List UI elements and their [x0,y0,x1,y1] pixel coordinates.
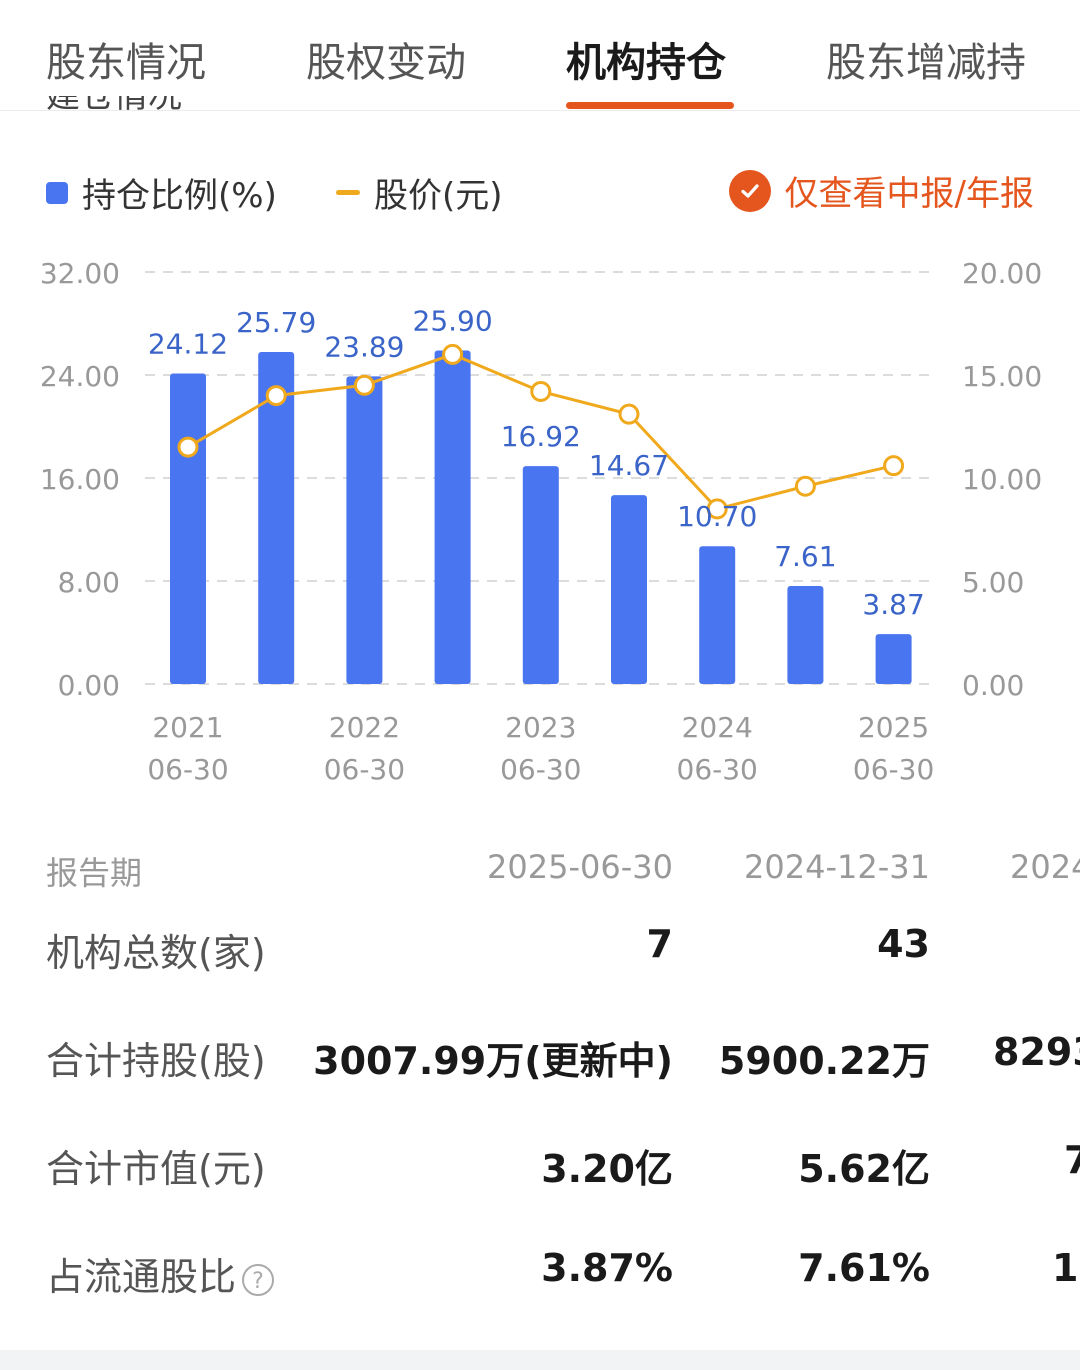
x-tick-date: 06-30 [147,753,228,786]
bar-value-label: 16.92 [501,420,581,453]
holdings-chart: 32.00 24.00 16.00 8.00 0.00 20.00 15.00 10.00 5… [40,257,1042,786]
bar-value-label: 14.67 [589,449,669,482]
price-point [618,403,640,425]
price-point [353,374,375,396]
bar [787,586,824,684]
y-left-tick-label: 16.00 [40,463,120,496]
legend-bar-label: 持仓比例(%) [82,176,277,216]
x-tick-year: 2024 [682,711,753,744]
tab-institutional-holdings[interactable]: 机构持仓 [566,40,726,86]
bar-value-label: 3.87 [862,588,924,621]
tab-bar: 股东情况 股权变动 机构持仓 股东增减持 [0,0,1080,111]
tab-equity-change[interactable]: 股权变动 [306,40,466,86]
x-tick-year: 2023 [505,711,576,744]
price-point [530,380,552,402]
x-tick-date: 06-30 [324,753,405,786]
bar-value-label: 24.12 [148,327,228,360]
row-value: 8293 [993,1030,1080,1074]
price-point [265,385,287,407]
x-tick-year: 2022 [329,711,400,744]
x-tick-date: 06-30 [853,753,934,786]
bar-value-label: 7.61 [774,540,836,573]
row-value: 5.62亿 [798,1147,930,1191]
legend-line-label: 股价(元) [374,176,503,216]
row-label: 机构总数(家) [46,931,266,975]
y-right-tick-label: 5.00 [962,566,1024,599]
row-value: 3.20亿 [541,1147,673,1191]
row-value: 5900.22万 [718,1039,930,1083]
legend-line[interactable]: 股价(元) [336,168,503,217]
row-label: 占流通股比 [46,1255,237,1299]
row-value: 7.61% [798,1246,930,1290]
bar [434,350,471,684]
bar [346,376,383,684]
row-label: 合计市值(元) [46,1147,266,1191]
bar-value-label: 25.90 [413,305,493,338]
header-col-2: 2024-12-31 [744,848,930,886]
y-right-tick-label: 0.00 [962,669,1024,702]
row-label: 合计持股(股) [46,1039,266,1083]
row-value: 7 [1064,1138,1080,1182]
header-col-1: 2025-06-30 [487,848,673,886]
help-icon[interactable]: ? [242,1263,275,1296]
filter-label: 仅查看中报/年报 [784,174,1034,214]
row-value: 10 [1052,1246,1080,1290]
bar-value-label: 10.70 [677,500,757,533]
row-value: 43 [877,922,930,966]
x-tick-year: 2021 [152,711,223,744]
price-point [442,343,464,365]
row-label-with-help: 占流通股比? [46,1246,275,1301]
row-value: 7 [646,922,673,966]
bar-value-label: 25.79 [236,306,316,339]
price-point [883,455,905,477]
bar [258,351,295,684]
price-point [794,475,816,497]
row-value: 3007.99万(更新中) [313,1039,673,1083]
checkmark-icon [728,169,771,212]
bar [522,466,559,684]
tab-shareholders[interactable]: 股东情况 [46,40,206,86]
header-col-3: 2024 [1010,848,1080,886]
y-left-tick-label: 8.00 [58,566,120,599]
bar [875,634,912,684]
section-title: 建仓情况 [46,96,182,116]
y-left-tick-label: 32.00 [40,257,120,290]
tab-shareholder-changes[interactable]: 股东增减持 [826,40,1026,86]
x-tick-date: 06-30 [500,753,581,786]
bar [611,495,647,684]
bottom-separator [0,1350,1080,1370]
bar [170,373,206,684]
bar-value-label: 23.89 [324,330,404,363]
header-label: 报告期 [46,854,143,892]
y-right-tick-label: 15.00 [962,360,1042,393]
bar [699,546,736,684]
x-tick-date: 06-30 [677,753,758,786]
report-filter-toggle[interactable]: 仅查看中报/年报 [728,166,1034,215]
line-swatch-icon [336,190,360,195]
legend-bar[interactable]: 持仓比例(%) [46,168,277,217]
bar-swatch-icon [46,181,68,204]
active-tab-indicator [566,102,734,109]
y-right-tick-label: 20.00 [962,257,1042,290]
row-value: 3.87% [541,1246,673,1290]
y-left-tick-label: 0.00 [58,669,120,702]
y-left-tick-label: 24.00 [40,360,120,393]
x-tick-year: 2025 [858,711,929,744]
y-right-tick-label: 10.00 [962,463,1042,496]
price-point [177,436,199,458]
price-point [706,498,728,520]
